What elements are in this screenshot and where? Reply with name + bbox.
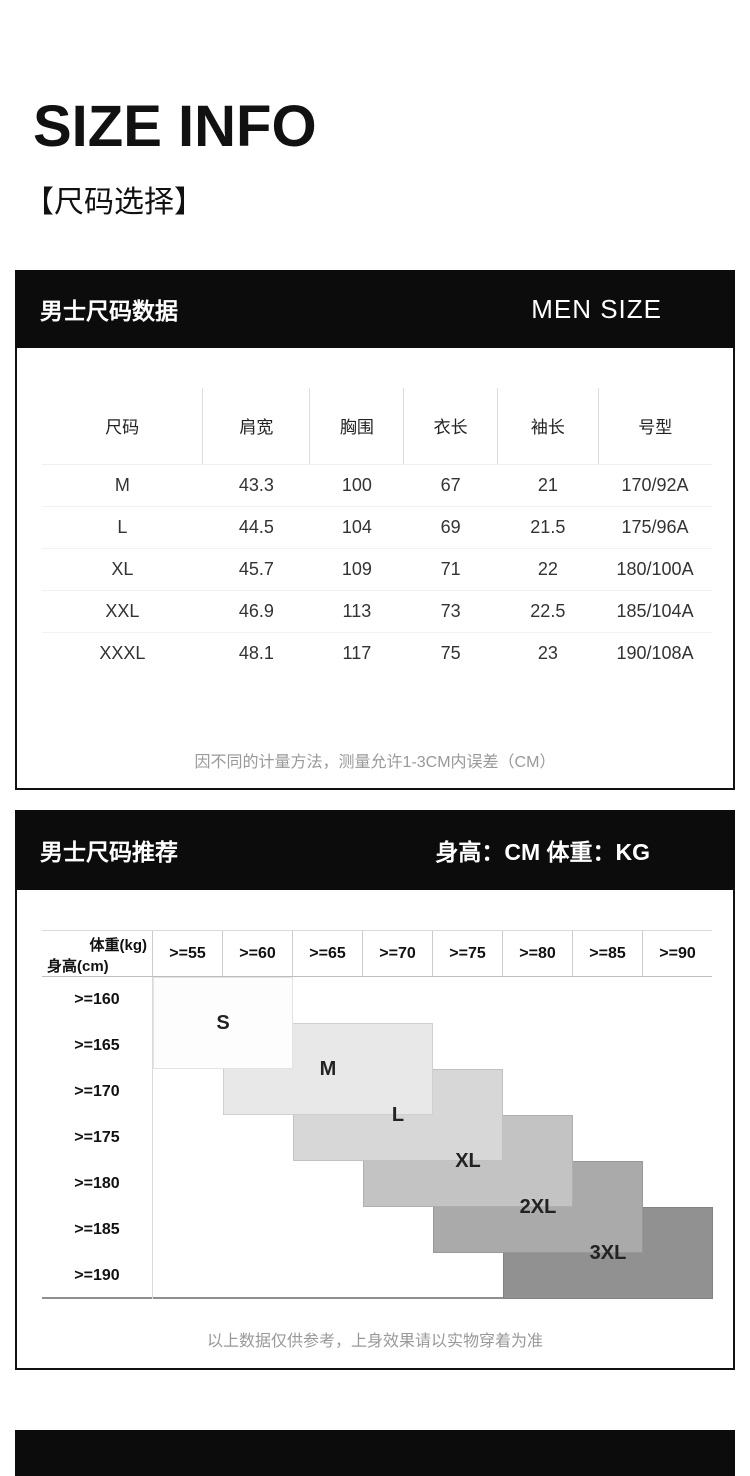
weight-column-header: >=75 — [432, 931, 502, 976]
bottom-section-bar — [15, 1430, 735, 1476]
weight-column-header: >=85 — [572, 931, 642, 976]
table-cell: 23 — [537, 642, 558, 663]
men-size-title-en: MEN SIZE — [531, 293, 662, 324]
table-cell: 22 — [497, 548, 599, 591]
column-header: 肩宽 — [202, 388, 311, 465]
table-cell: 175/96A — [598, 506, 712, 549]
table-cell: 43.3 — [202, 464, 310, 507]
table-row: M 43.3 100 67 21 170/92A — [42, 464, 712, 507]
height-row-header: >=190 — [74, 1267, 120, 1284]
men-size-table-area: 尺码 肩宽 胸围 衣长 袖长 号型 M 43.3 100 67 21 170/92A L 44.5 104… — [15, 348, 735, 790]
size-chart-area: S M L XL 2XL 3XL — [152, 977, 713, 1299]
measurement-note: 因不同的计量方法，测量允许1-3CM内误差（CM） — [194, 754, 556, 771]
table-cell: 117 — [342, 642, 372, 663]
size-recommendation-grid: 体重(kg) 身高(cm) >=55 >=60 >=65 >=70 >=75 >=80 >=… — [42, 930, 713, 1299]
table-row: XXXL 48.1 117 75 23 190/108A — [42, 632, 712, 674]
table-cell: 22.5 — [497, 590, 599, 633]
men-size-title-cn: 男士尺码数据 — [40, 298, 178, 324]
table-cell: 46.9 — [202, 590, 310, 633]
height-row-header: >=170 — [74, 1083, 120, 1100]
height-row-header: >=180 — [74, 1175, 120, 1192]
table-header-row: 尺码 肩宽 胸围 衣长 袖长 号型 — [42, 388, 712, 465]
height-row-header: >=175 — [74, 1129, 120, 1146]
table-cell: 48.1 — [238, 642, 274, 663]
table-row: L 44.5 104 69 21.5 175/96A — [42, 506, 712, 549]
height-row-header: >=165 — [74, 1037, 120, 1054]
weight-header-row: 体重(kg) 身高(cm) >=55 >=60 >=65 >=70 >=75 >=80 >=… — [42, 930, 712, 977]
table-cell: 75 — [440, 642, 461, 663]
table-cell: M — [42, 464, 203, 507]
table-cell: XXXL — [99, 642, 146, 663]
column-header: 衣长 — [403, 388, 499, 465]
table-cell: 190/108A — [616, 642, 694, 663]
recommendation-title-cn: 男士尺码推荐 — [40, 839, 178, 865]
men-size-table-body: M 43.3 100 67 21 170/92A L 44.5 104 69 21.5 175/96A… — [42, 464, 712, 674]
column-header: 号型 — [598, 388, 712, 465]
recommendation-units-label: 身高：CM 体重：KG — [435, 839, 650, 865]
table-cell: 69 — [403, 506, 498, 549]
size-block-s — [153, 977, 293, 1069]
grid-corner-cell: 体重(kg) 身高(cm) — [42, 931, 152, 976]
table-cell: 45.7 — [202, 548, 310, 591]
table-row: XL 45.7 109 71 22 180/100A — [42, 548, 712, 591]
page-title: SIZE INFO — [33, 94, 317, 159]
weight-column-header: >=90 — [642, 931, 712, 976]
page-subtitle: 【尺码选择】 — [24, 186, 204, 219]
table-cell: XL — [42, 548, 203, 591]
table-cell: 170/92A — [598, 464, 712, 507]
height-row-header: >=160 — [74, 991, 120, 1008]
men-size-table: 尺码 肩宽 胸围 衣长 袖长 号型 M 43.3 100 67 21 170/92A L 44.5 104… — [42, 388, 712, 674]
table-row: XXL 46.9 113 73 22.5 185/104A — [42, 590, 712, 633]
height-label-column: >=160 >=165 >=170 >=175 >=180 >=185 >=190 — [42, 977, 152, 1297]
table-cell: 104 — [309, 506, 404, 549]
table-cell: 44.5 — [202, 506, 310, 549]
table-cell: 71 — [403, 548, 498, 591]
table-cell: 113 — [309, 590, 404, 633]
table-cell: 100 — [309, 464, 404, 507]
table-cell: 109 — [309, 548, 404, 591]
size-recommendation-card: 男士尺码推荐 身高：CM 体重：KG 体重(kg) 身高(cm) >=55 >=6… — [15, 810, 735, 1370]
column-header: 胸围 — [309, 388, 405, 465]
table-cell: 180/100A — [598, 548, 712, 591]
table-cell: 67 — [403, 464, 498, 507]
corner-weight-label: 体重(kg) — [89, 937, 148, 954]
corner-height-label: 身高(cm) — [47, 958, 109, 975]
weight-column-header: >=65 — [292, 931, 362, 976]
table-cell: 185/104A — [598, 590, 712, 633]
table-cell: L — [42, 506, 203, 549]
column-header: 袖长 — [497, 388, 599, 465]
men-size-header-bar: 男士尺码数据 MEN SIZE — [15, 270, 735, 348]
weight-column-header: >=70 — [362, 931, 432, 976]
table-cell: XXL — [42, 590, 203, 633]
weight-column-header: >=80 — [502, 931, 572, 976]
weight-column-header: >=60 — [222, 931, 292, 976]
height-row-header: >=185 — [74, 1221, 120, 1238]
recommendation-chart-area: 体重(kg) 身高(cm) >=55 >=60 >=65 >=70 >=75 >=80 >=… — [15, 890, 735, 1370]
reference-note: 以上数据仅供参考，上身效果请以实物穿着为准 — [206, 1333, 543, 1350]
men-size-data-card: 男士尺码数据 MEN SIZE 尺码 肩宽 胸围 衣长 袖长 号型 M 43.3 100 67 2… — [15, 270, 735, 790]
table-cell: 21 — [497, 464, 599, 507]
column-header: 尺码 — [42, 388, 204, 465]
weight-column-header: >=55 — [152, 931, 222, 976]
table-cell: 21.5 — [497, 506, 599, 549]
table-cell: 73 — [403, 590, 498, 633]
recommendation-header-bar: 男士尺码推荐 身高：CM 体重：KG — [15, 810, 735, 890]
